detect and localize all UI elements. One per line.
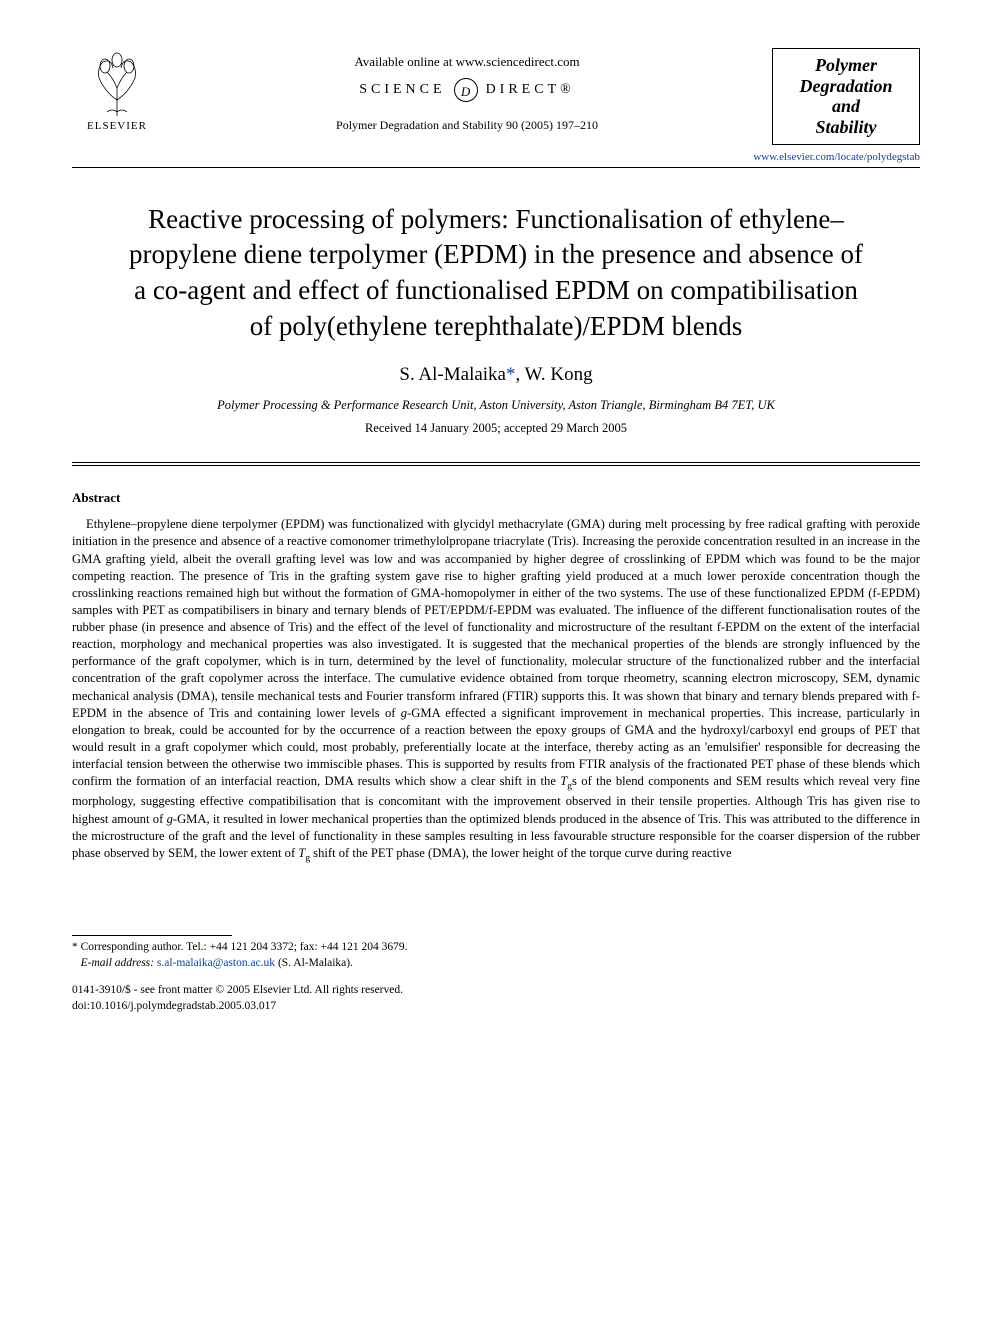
copyright-line: 0141-3910/$ - see front matter © 2005 El… [72,983,920,999]
sd-right: DIRECT® [486,82,575,98]
email-link[interactable]: s.al-malaika@aston.ac.uk [157,957,275,969]
email-line: E-mail address: s.al-malaika@aston.ac.uk… [72,956,920,972]
footnote-rule [72,935,232,936]
email-label: E-mail address: [81,957,154,969]
journal-url-link[interactable]: www.elsevier.com/locate/polydegstab [753,151,920,163]
journal-box-line1: Polymer [779,55,913,76]
title-rule-2 [72,465,920,466]
article-title: Reactive processing of polymers: Functio… [126,202,866,345]
publisher-logo: ELSEVIER [72,48,162,132]
corresponding-marker[interactable]: * [506,364,516,385]
title-rule-1 [72,462,920,463]
journal-box-line3: and [779,96,913,117]
journal-reference: Polymer Degradation and Stability 90 (20… [162,118,772,133]
science-direct-logo: SCIENCE d DIRECT® [359,78,575,102]
sd-d-icon: d [454,78,478,102]
header-center: Available online at www.sciencedirect.co… [162,48,772,133]
corresponding-author-note: * Corresponding author. Tel.: +44 121 20… [72,940,920,956]
sd-left: SCIENCE [359,82,445,98]
publisher-name: ELSEVIER [87,120,147,132]
author-2: W. Kong [525,364,593,385]
available-online-text: Available online at www.sciencedirect.co… [162,54,772,70]
affiliation: Polymer Processing & Performance Researc… [72,398,920,413]
title-block: Reactive processing of polymers: Functio… [126,202,866,345]
bottom-info: 0141-3910/$ - see front matter © 2005 El… [72,983,920,1014]
header-rule [72,167,920,168]
author-separator: , [516,364,525,385]
journal-title-box: Polymer Degradation and Stability [772,48,920,145]
authors-line: S. Al-Malaika*, W. Kong [72,364,920,386]
journal-box-line4: Stability [779,117,913,138]
page-header: ELSEVIER Available online at www.science… [72,48,920,163]
header-right: Polymer Degradation and Stability www.el… [772,48,920,163]
doi-line: doi:10.1016/j.polymdegradstab.2005.03.01… [72,999,920,1015]
abstract-heading: Abstract [72,490,920,506]
article-dates: Received 14 January 2005; accepted 29 Ma… [72,421,920,436]
elsevier-tree-icon [85,48,149,118]
footnote-block: * Corresponding author. Tel.: +44 121 20… [72,940,920,971]
abstract-body: Ethylene–propylene diene terpolymer (EPD… [72,516,920,865]
author-1: S. Al-Malaika [399,364,506,385]
journal-box-line2: Degradation [779,76,913,97]
email-attribution: (S. Al-Malaika). [278,957,353,969]
